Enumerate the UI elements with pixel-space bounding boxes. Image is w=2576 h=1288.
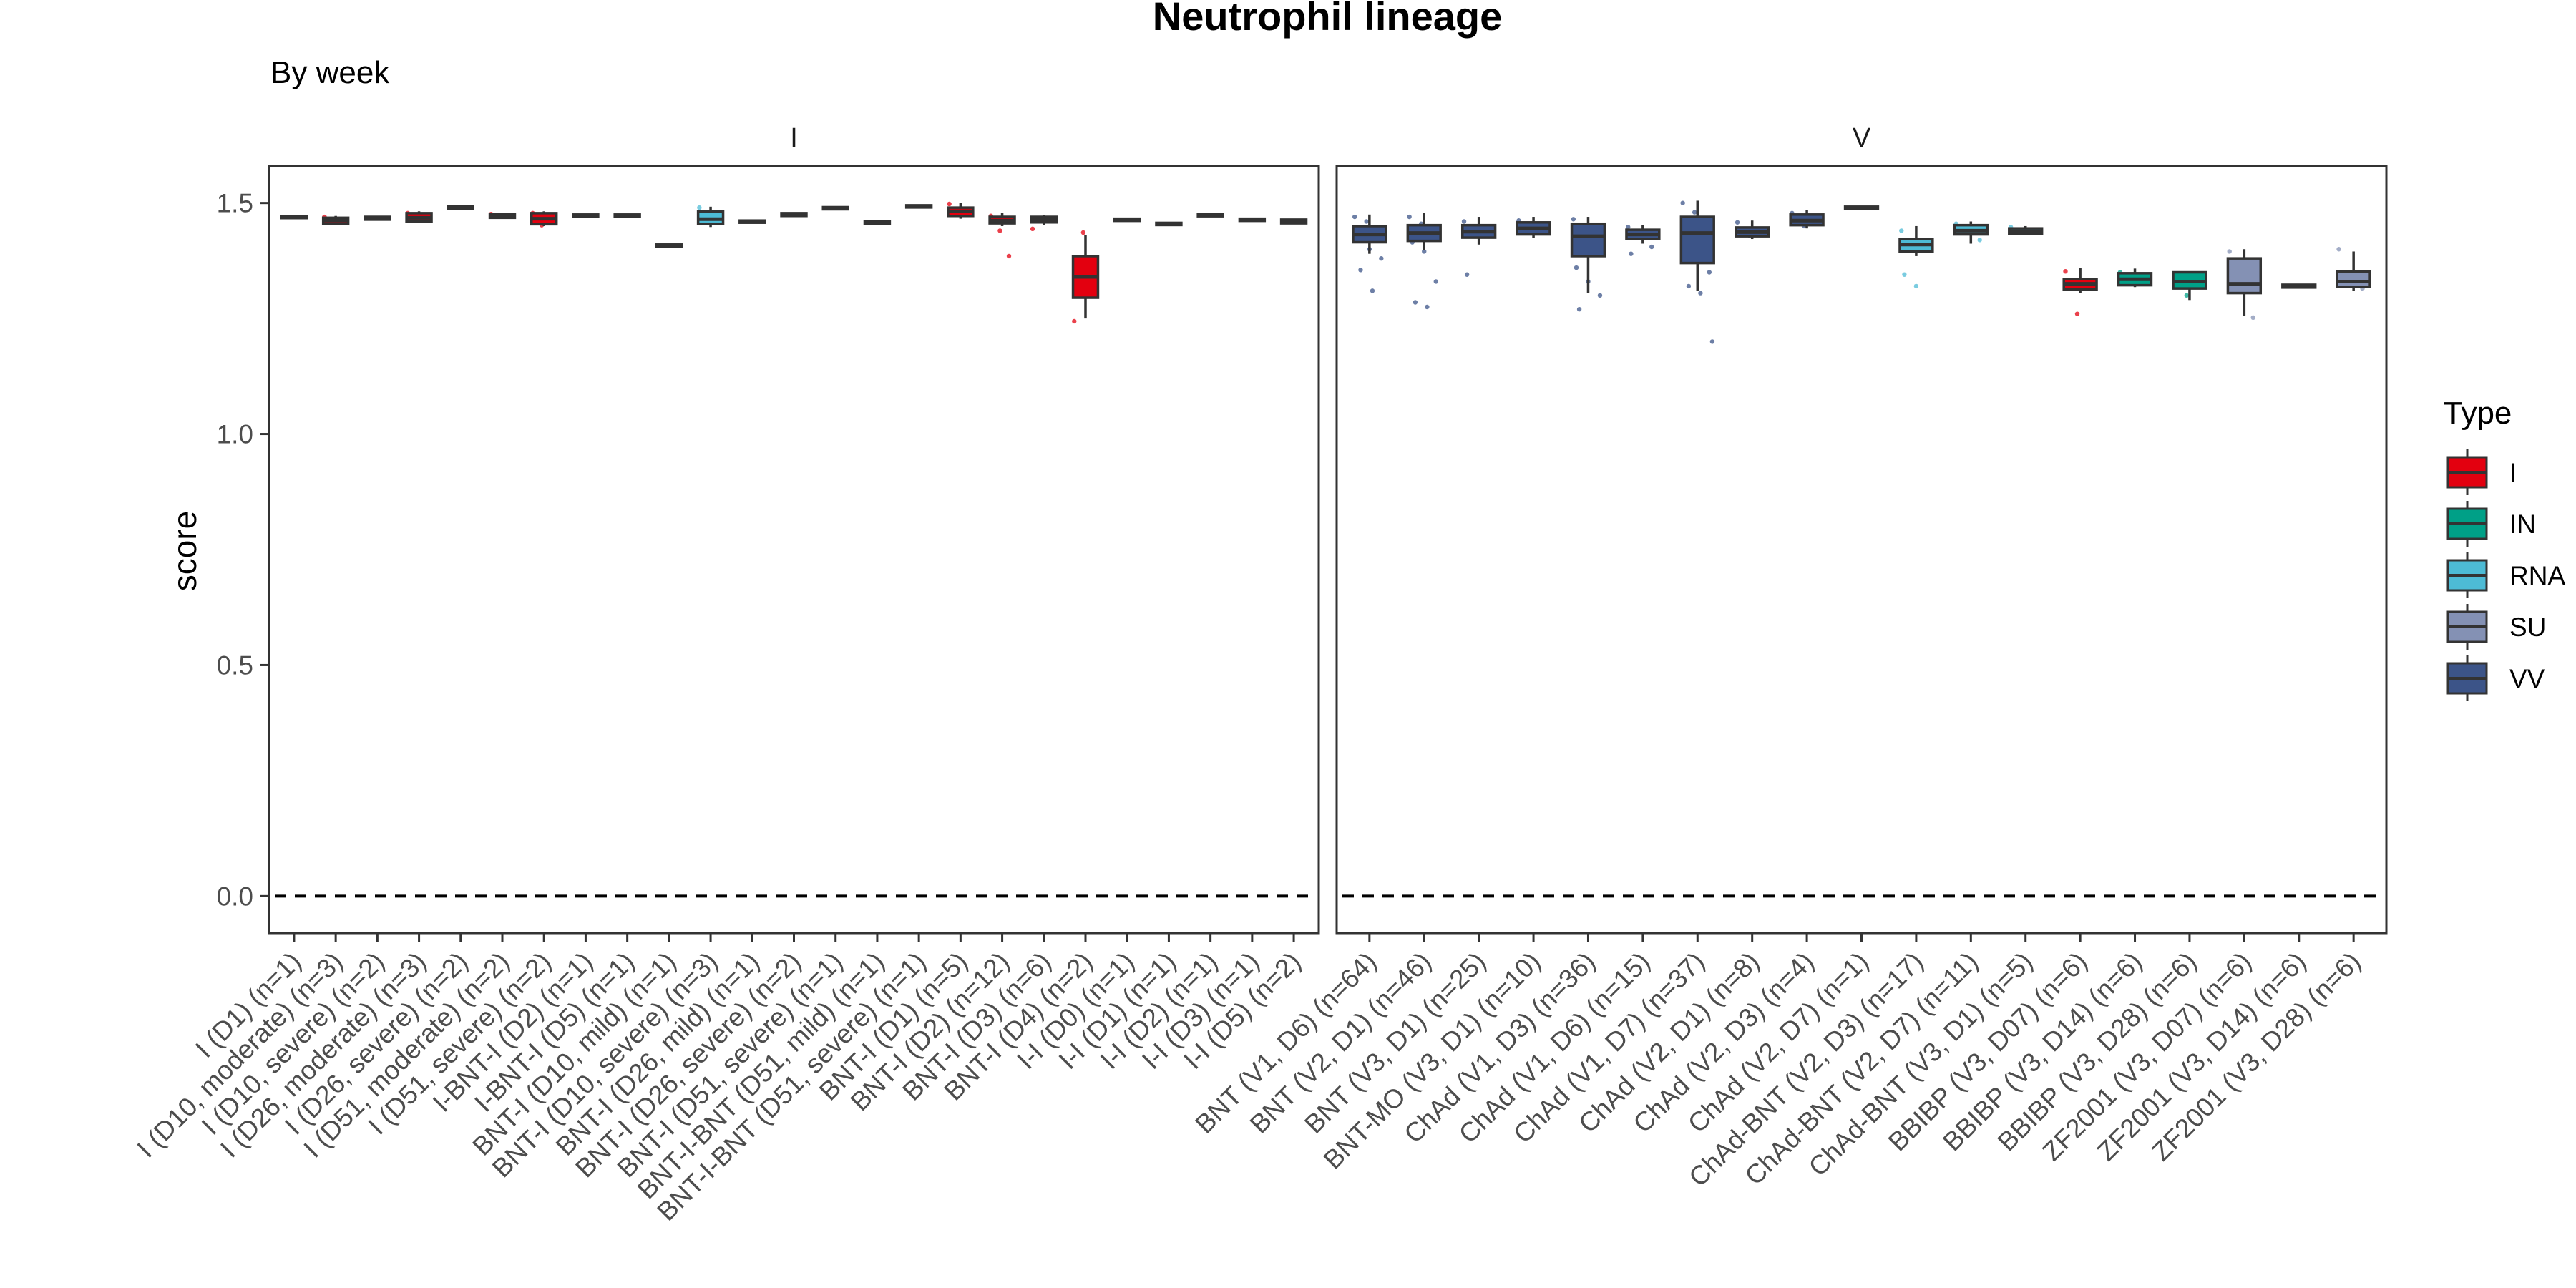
data-point [1461,219,1467,224]
y-tick-label: 1.5 [217,189,253,218]
data-point [1080,230,1086,235]
data-point [1370,288,1375,293]
data-point [1407,214,1412,220]
legend: Type I IN RNA SU VV [2444,396,2565,701]
data-point [1425,304,1430,310]
data-point [997,228,1002,233]
data-point [1464,272,1470,277]
data-point [947,201,952,207]
data-point [2184,293,2190,298]
data-point [1006,253,1012,259]
chart-title: Neutrophil lineage [1153,0,1503,39]
data-point [1709,339,1715,344]
data-point [1629,251,1634,256]
data-point [1422,249,1427,254]
data-point [1352,214,1357,220]
legend-item-label: RNA [2509,561,2565,590]
data-point [1571,217,1576,222]
data-point [1977,238,1982,243]
data-point [1686,283,1692,289]
data-point [1364,219,1369,224]
y-tick-label: 1.0 [217,420,253,449]
data-point [1692,210,1697,215]
box-rect [1679,215,1715,265]
data-point [1433,279,1438,284]
y-axis-label: score [166,511,203,591]
data-point [1072,318,1077,324]
data-point [1030,226,1035,232]
data-point [1597,293,1603,298]
legend-item-label: I [2509,458,2517,487]
data-point [1735,220,1740,225]
data-point [1707,270,1712,275]
data-point [1698,291,1703,296]
plot-layer: II (D1) (n=1)I (D10, moderate) (n=3)I (D… [132,123,2388,1226]
facet-strip-label: I [790,123,798,153]
chart-subtitle: By week [270,55,390,90]
box-rect [1570,222,1606,258]
data-point [1902,272,1907,277]
y-tick-label: 0.5 [217,650,253,680]
data-point [1899,228,1904,233]
data-point [1379,255,1384,261]
legend-item-label: IN [2509,509,2536,539]
box-rect [2336,270,2371,288]
data-point [2250,315,2255,321]
data-point [1358,268,1363,273]
panel-border [268,165,1320,935]
legend-item-label: SU [2509,613,2546,642]
panel-border [1335,165,2388,935]
data-point [1649,244,1654,250]
y-tick-label: 0.0 [217,882,253,911]
data-point [1576,306,1582,312]
data-point [1413,300,1418,305]
data-point [1574,265,1579,270]
data-point [2336,247,2341,252]
box-rect [2226,257,2263,295]
data-point [2227,249,2232,254]
legend-item-label: VV [2509,664,2545,693]
facet-strip-label: V [1853,123,1871,153]
data-point [2074,311,2080,316]
data-point [697,205,702,210]
legend-title: Type [2444,396,2512,431]
data-point [1680,200,1685,205]
data-point [2063,269,2068,274]
data-point [1626,225,1631,230]
data-point [1913,283,1919,289]
